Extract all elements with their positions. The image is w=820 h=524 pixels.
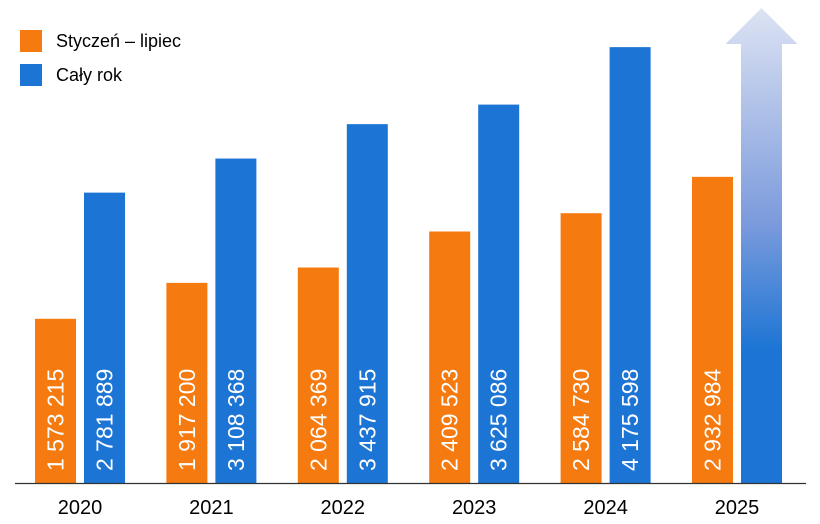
data-label: 1 917 200 — [174, 369, 200, 471]
bar-jan-jul-2023 — [429, 231, 471, 483]
bar-jan-jul-2025 — [692, 176, 733, 483]
x-tick-label: 2022 — [321, 497, 366, 519]
data-label: 3 437 915 — [354, 369, 380, 471]
x-tick-label: 2025 — [715, 497, 760, 519]
legend-item-jan-jul: Styczeń – lipiec — [20, 24, 181, 58]
legend-swatch-orange — [20, 30, 42, 52]
data-label: 3 108 368 — [223, 369, 249, 471]
bar-jan-jul-2024 — [560, 213, 602, 484]
x-tick-label: 2024 — [583, 497, 628, 519]
legend-item-full-year: Cały rok — [20, 58, 181, 92]
bar-arrow-full-year-2025 — [725, 8, 798, 483]
data-label: 2 584 730 — [568, 369, 594, 471]
legend-label: Styczeń – lipiec — [56, 30, 182, 51]
legend-swatch-blue — [20, 64, 42, 86]
x-tick-label: 2023 — [452, 497, 497, 519]
x-tick-label: 2021 — [189, 497, 234, 519]
bar-full-year-2023 — [478, 104, 520, 483]
bar-full-year-2020 — [84, 192, 125, 483]
data-label: 2 409 523 — [437, 369, 463, 471]
data-label: 2 932 984 — [700, 368, 726, 471]
legend-label: Cały rok — [56, 64, 123, 85]
bar-full-year-2021 — [215, 158, 257, 483]
x-tick-label: 2020 — [58, 497, 103, 519]
bar-full-year-2022 — [346, 124, 388, 483]
data-label: 4 175 598 — [617, 369, 643, 471]
bar-jan-jul-2021 — [166, 282, 208, 483]
bar-jan-jul-2020 — [35, 318, 76, 483]
data-label: 2 064 369 — [305, 369, 331, 471]
data-label: 1 573 215 — [43, 369, 69, 471]
data-label: 3 625 086 — [486, 369, 512, 471]
data-label: 2 781 889 — [92, 369, 118, 471]
bar-jan-jul-2022 — [297, 267, 339, 483]
bar-full-year-2024 — [609, 47, 651, 483]
legend: Styczeń – lipiec Cały rok — [20, 24, 181, 92]
